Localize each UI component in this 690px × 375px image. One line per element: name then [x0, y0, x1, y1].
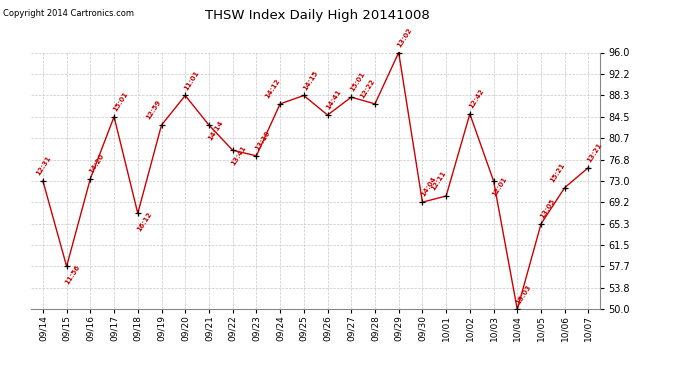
Text: 14:14: 14:14 [207, 120, 224, 142]
Text: 13:21: 13:21 [586, 141, 603, 164]
Text: 14:20: 14:20 [88, 153, 106, 174]
Text: THSW Index Daily High 20141008: THSW Index Daily High 20141008 [205, 9, 430, 22]
Text: 14:15: 14:15 [302, 69, 319, 92]
Text: 13:05: 13:05 [539, 198, 556, 220]
Text: 12:22: 12:22 [359, 78, 376, 100]
Text: 12:11: 12:11 [430, 170, 447, 192]
Text: 15:21: 15:21 [549, 162, 566, 183]
Text: 15:03: 15:03 [515, 284, 532, 305]
Text: 14:41: 14:41 [325, 89, 342, 111]
Text: Copyright 2014 Cartronics.com: Copyright 2014 Cartronics.com [3, 9, 135, 18]
Text: 12:31: 12:31 [35, 155, 52, 177]
Text: 13:41: 13:41 [230, 145, 248, 167]
Text: 15:01: 15:01 [349, 71, 366, 93]
Text: 14:04: 14:04 [420, 176, 437, 198]
Text: 14:12: 14:12 [264, 78, 281, 100]
Text: 13:10: 13:10 [254, 130, 271, 152]
Text: 12:59: 12:59 [146, 99, 162, 121]
Text: 15:01: 15:01 [112, 91, 129, 112]
Text: THSW  (°F): THSW (°F) [639, 4, 690, 13]
Text: 13:02: 13:02 [397, 27, 413, 48]
Text: 12:42: 12:42 [468, 88, 484, 110]
Text: 11:01: 11:01 [183, 69, 200, 92]
Text: 11:56: 11:56 [64, 264, 81, 286]
Text: 16:12: 16:12 [135, 211, 152, 233]
Text: 12:01: 12:01 [491, 176, 509, 198]
